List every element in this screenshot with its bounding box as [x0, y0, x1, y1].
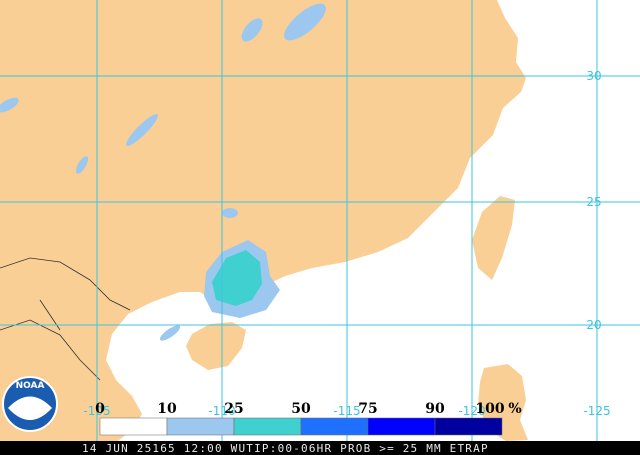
footer-bar	[0, 441, 640, 455]
legend-swatch	[300, 417, 369, 436]
prob-25	[212, 250, 262, 306]
lon-label: -125	[583, 404, 610, 418]
legend-unit: %	[508, 401, 521, 417]
lat-label: 30	[586, 69, 601, 83]
legend-swatch	[367, 417, 436, 436]
legend-label: 90	[425, 401, 445, 417]
legend-swatch	[166, 417, 235, 436]
hainan	[186, 322, 246, 370]
lake	[0, 97, 19, 113]
lon-label: -110	[208, 404, 235, 418]
noaa-logo-text: NOAA	[16, 381, 45, 391]
lake	[126, 114, 158, 146]
lake	[284, 3, 326, 41]
legend-label: 25	[224, 401, 243, 417]
legend-swatch	[233, 417, 302, 436]
lon-label: -120	[458, 404, 485, 418]
legend-swatch	[434, 417, 503, 436]
lake	[222, 208, 238, 218]
legend-label: 75	[358, 401, 377, 417]
legend-label: 10	[157, 401, 177, 417]
lakes	[0, 3, 326, 341]
lake	[75, 156, 89, 174]
border	[0, 319, 101, 381]
lake	[159, 325, 181, 341]
footer-text: 14 JUN 25165 12:00 WUTIP:00-06HR PROB >=…	[82, 442, 489, 455]
legend: -105 -110 -115 -120 -125 0 10 25 50 75 90 100%	[83, 401, 611, 436]
legend-label: 100	[475, 401, 504, 417]
legend-label: 50	[291, 401, 311, 417]
lake	[241, 18, 263, 42]
lat-label: 25	[586, 195, 601, 209]
lon-label: -105	[83, 404, 110, 418]
legend-label: 0	[95, 401, 105, 417]
taiwan	[472, 196, 515, 280]
lat-label: 20	[586, 318, 601, 332]
legend-swatch	[99, 417, 168, 436]
graticule: 30 25 20	[0, 0, 640, 441]
lon-label: -115	[333, 404, 360, 418]
border	[0, 257, 131, 311]
noaa-logo-bird	[8, 396, 52, 420]
mainland	[0, 0, 526, 455]
